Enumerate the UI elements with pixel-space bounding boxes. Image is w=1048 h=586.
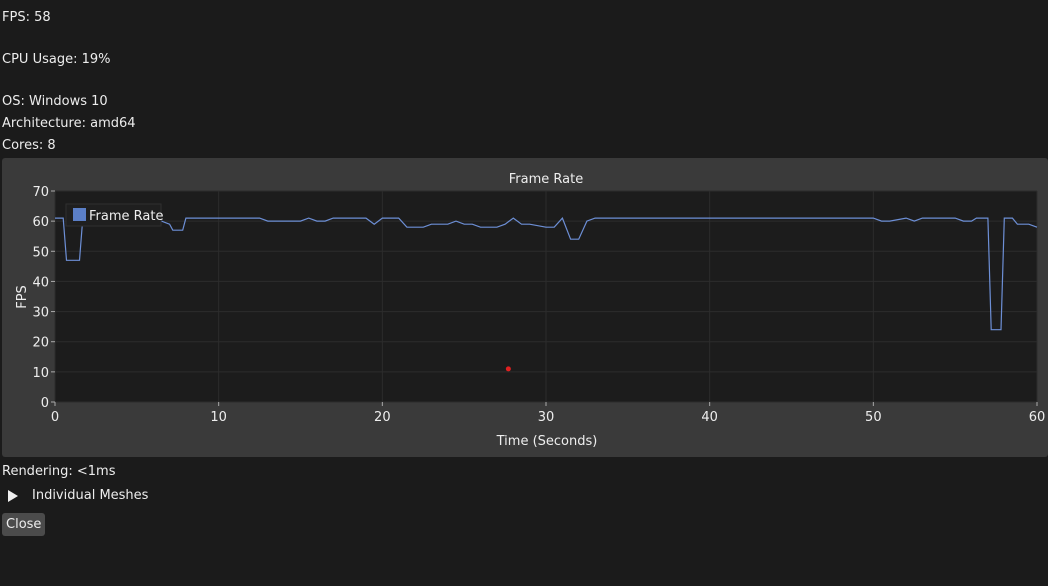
individual-meshes-tree-node[interactable]: Individual Meshes	[8, 488, 148, 503]
frame-rate-series-line	[55, 216, 1038, 331]
expand-arrow-icon[interactable]	[8, 489, 18, 502]
x-tick-label: 40	[701, 410, 718, 425]
hover-marker-point	[505, 366, 511, 372]
os-readout: OS: Windows 10	[2, 94, 108, 109]
y-tick-label: 30	[32, 306, 49, 321]
frame-rate-chart-panel: Frame Rate 0 10 20 30 40 50 60 0 10 20 30 40 50 60 70 …	[2, 158, 1048, 457]
cores-readout: Cores: 8	[2, 138, 56, 153]
x-tick-label: 10	[210, 410, 227, 425]
x-tick-label: 60	[1029, 410, 1046, 425]
y-tick-label: 10	[32, 366, 49, 381]
architecture-readout: Architecture: amd64	[2, 116, 136, 131]
rendering-time-readout: Rendering: <1ms	[2, 464, 116, 479]
x-axis-label: Time (Seconds)	[496, 434, 598, 449]
x-tick-label: 30	[538, 410, 555, 425]
chart-legend: Frame Rate	[65, 203, 163, 227]
legend-swatch	[73, 208, 86, 221]
y-tick-label: 0	[41, 396, 49, 411]
close-button[interactable]: Close	[2, 513, 46, 536]
x-tick-label: 20	[374, 410, 391, 425]
y-tick-label: 50	[32, 245, 49, 260]
legend-label: Frame Rate	[89, 209, 163, 224]
cpu-usage-readout: CPU Usage: 19%	[2, 52, 111, 67]
x-tick-label: 0	[51, 410, 59, 425]
tree-node-label: Individual Meshes	[32, 488, 149, 503]
frame-rate-chart[interactable]: Frame Rate 0 10 20 30 40 50 60010203040506070 …	[2, 158, 1048, 457]
y-tick-label: 40	[32, 275, 49, 290]
y-tick-label: 60	[32, 215, 49, 230]
x-tick-label: 50	[865, 410, 882, 425]
y-tick-label: 70	[32, 185, 49, 200]
fps-readout: FPS: 58	[2, 10, 51, 25]
y-tick-label: 20	[32, 336, 49, 351]
chart-title: Frame Rate	[509, 172, 583, 187]
y-axis-label: FPS	[15, 285, 30, 309]
